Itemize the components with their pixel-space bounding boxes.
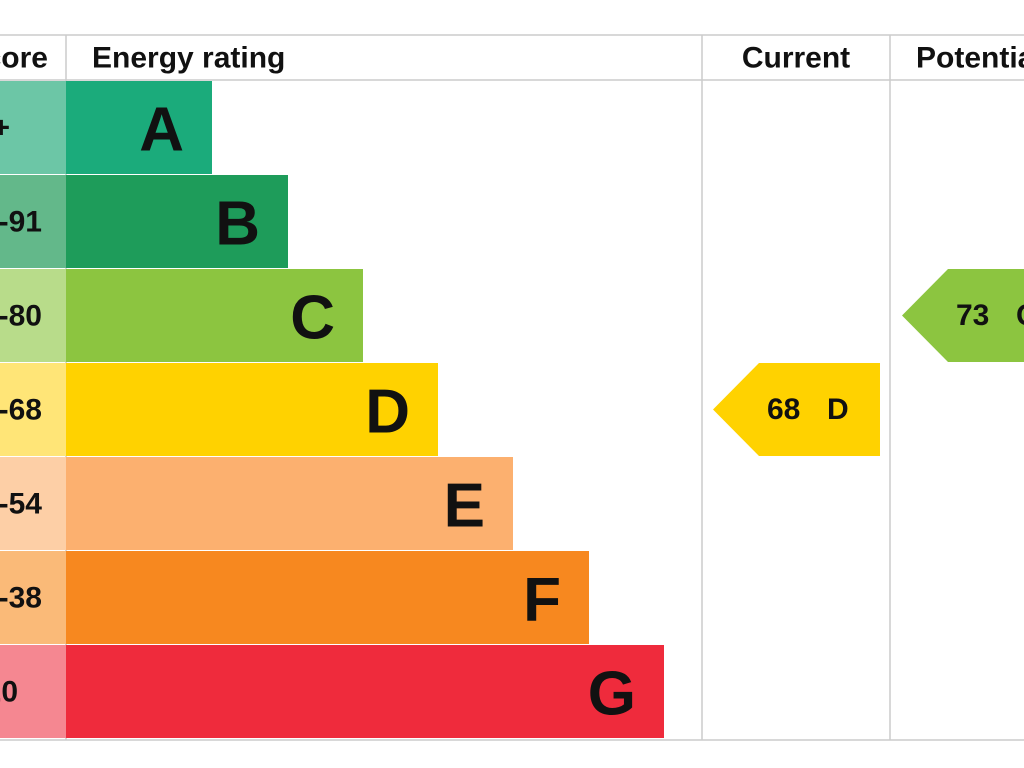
band-score: 21-38 — [0, 582, 42, 615]
current-arrow — [713, 363, 880, 456]
score-cell — [0, 175, 66, 268]
current-value: 68 — [767, 393, 800, 426]
potential-arrow — [902, 269, 1024, 362]
band-bar — [66, 457, 513, 550]
band-bar — [66, 81, 212, 174]
band-score: 81-91 — [0, 206, 42, 239]
band-bar — [66, 269, 363, 362]
score-cell — [0, 457, 66, 550]
header-potential: Potential — [916, 42, 1024, 75]
header-score: Score — [0, 42, 48, 75]
band-bar — [66, 363, 438, 456]
band-letter: F — [523, 566, 561, 635]
band-bar — [66, 645, 664, 738]
band-letter: G — [588, 660, 636, 729]
potential-letter: C — [1016, 299, 1024, 332]
score-cell — [0, 645, 66, 738]
potential-value: 73 — [956, 299, 989, 332]
band-bar — [66, 175, 288, 268]
score-cell — [0, 363, 66, 456]
band-score: 92+ — [0, 112, 10, 145]
header-rating: Energy rating — [92, 42, 285, 75]
band-letter: A — [139, 96, 184, 165]
band-score: 69-80 — [0, 300, 42, 333]
band-score: 39-54 — [0, 488, 42, 521]
band-letter: D — [365, 378, 410, 447]
band-letter: C — [290, 284, 335, 353]
band-letter: B — [215, 190, 260, 259]
header-current: Current — [742, 42, 850, 75]
score-cell — [0, 551, 66, 644]
current-letter: D — [827, 393, 849, 426]
score-cell — [0, 269, 66, 362]
band-letter: E — [444, 472, 485, 541]
band-score: 1-20 — [0, 676, 18, 709]
band-bar — [66, 551, 589, 644]
score-cell — [0, 81, 66, 174]
band-score: 55-68 — [0, 394, 42, 427]
